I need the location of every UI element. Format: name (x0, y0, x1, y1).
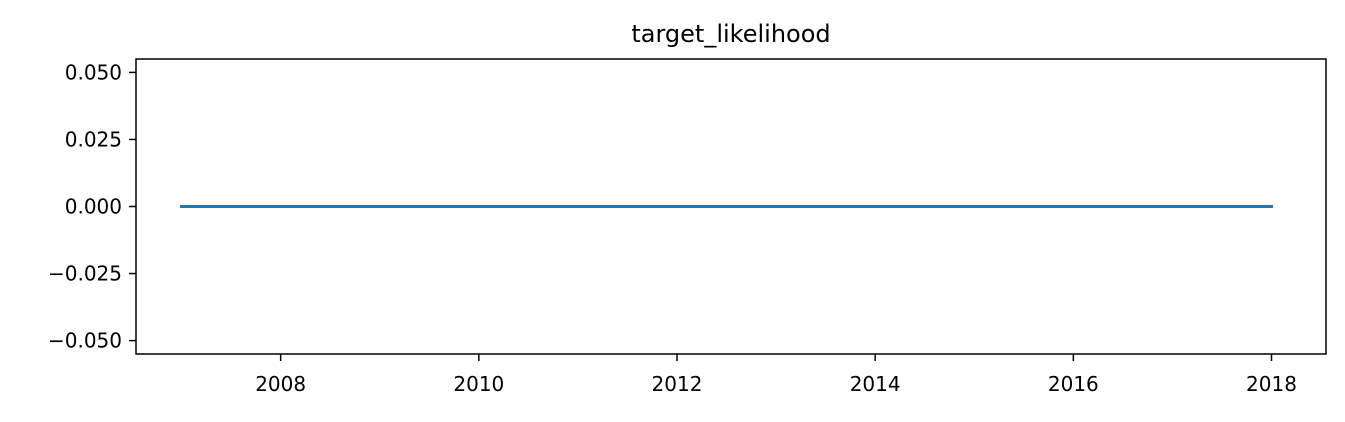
x-tick-label: 2010 (453, 372, 504, 396)
x-tick-label: 2014 (850, 372, 901, 396)
x-tick-label: 2016 (1048, 372, 1099, 396)
x-tick-label: 2012 (652, 372, 703, 396)
x-tick-label: 2018 (1246, 372, 1297, 396)
plot-frame (135, 58, 1327, 355)
y-tick-label: 0.000 (65, 195, 122, 219)
y-tick-label: 0.025 (65, 127, 122, 151)
x-tick-label: 2008 (255, 372, 306, 396)
y-tick-label: 0.050 (65, 60, 122, 84)
y-tick-label: −0.025 (48, 262, 122, 286)
y-tick-label: −0.050 (48, 329, 122, 353)
plot-area: 2008 2010 2012 2014 2016 2018 0.050 0.025 0.000 −… (48, 60, 1297, 396)
chart-title: target_likelihood (631, 20, 830, 48)
